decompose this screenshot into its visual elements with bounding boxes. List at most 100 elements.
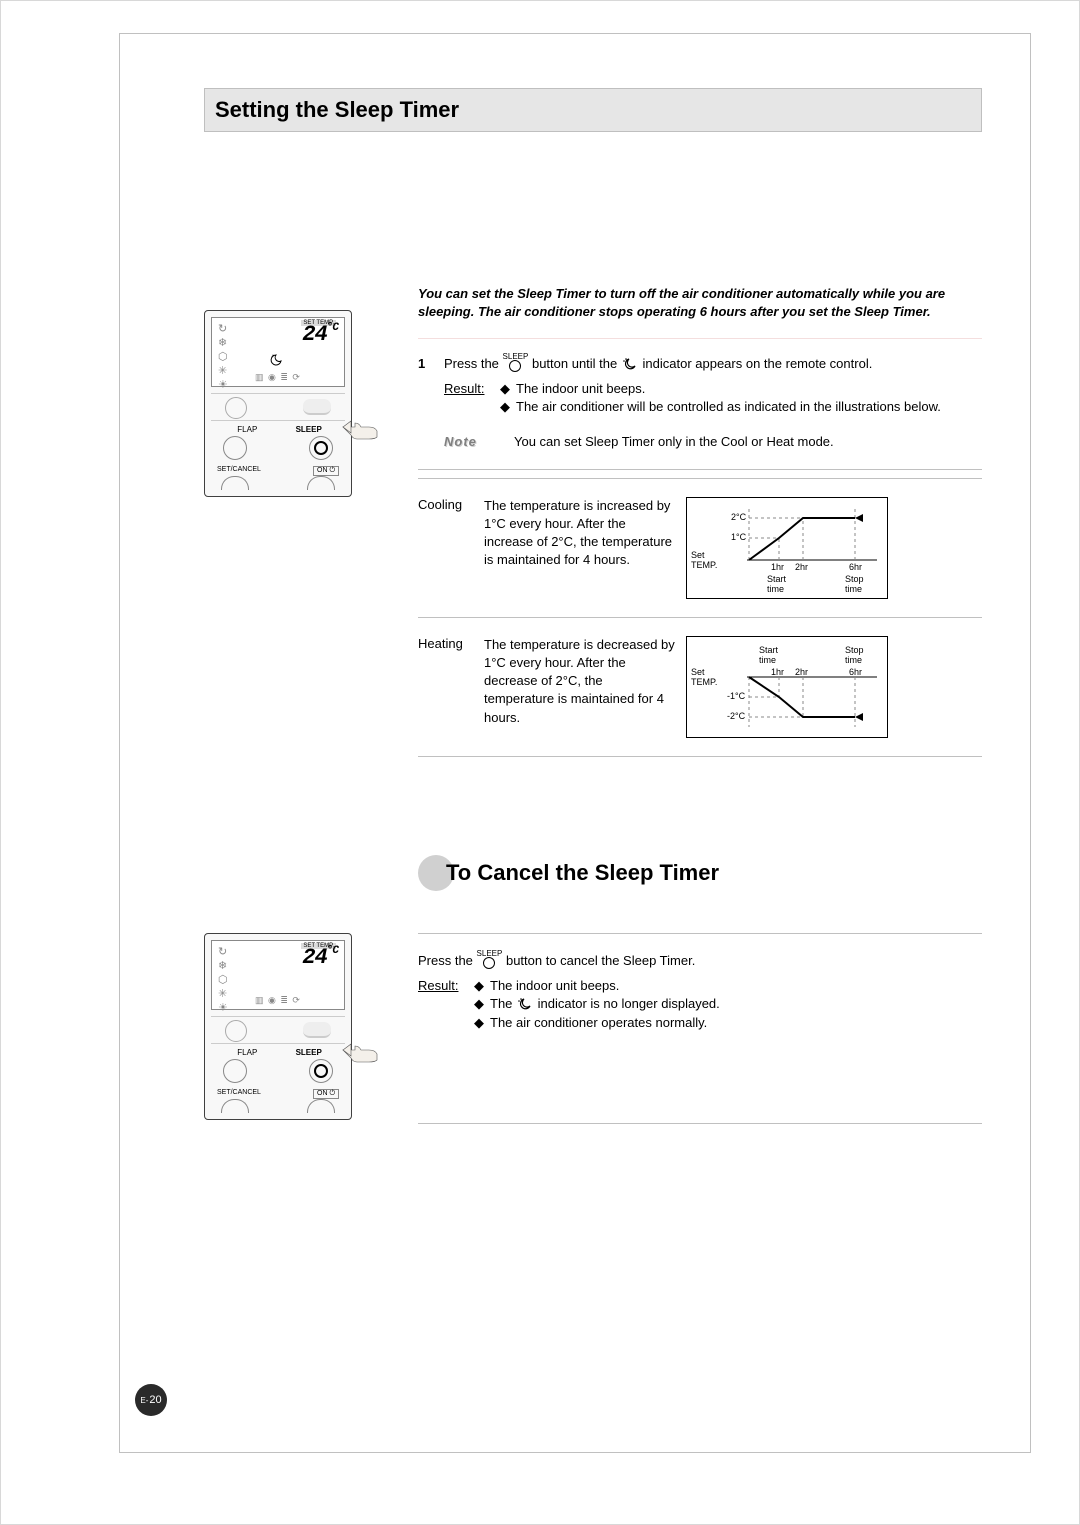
flap-button-icon <box>223 1059 247 1083</box>
cancel-text-a: Press the <box>418 953 473 968</box>
cooling-graph: Set TEMP. 2°C 1°C <box>686 497 888 599</box>
moon-indicator-icon <box>516 997 534 1016</box>
remote-control-illustration-2: SET TEMP. 24°C ↻ ❄ ⬡ ✳ ☀ ▥ ◉ ≣ ⟳ <box>204 933 352 1120</box>
graph-ytick: 2°C <box>731 512 747 522</box>
section1-body: SET TEMP. 24°C ↻ ❄ ⬡ ✳ ☀ <box>204 272 982 905</box>
section2-text-col: Press the SLEEP button to cancel the Sle… <box>418 933 982 1142</box>
result-bullet: ◆The indoor unit beeps. <box>500 380 982 398</box>
sleep-button-icon <box>309 436 333 460</box>
page-number-prefix: E- <box>140 1396 148 1405</box>
graph-ytick: 1°C <box>731 532 747 542</box>
dry-icon: ⬡ <box>218 975 228 986</box>
graph-xtick: 6hr <box>849 667 862 677</box>
b2a: The <box>490 996 512 1011</box>
note-label: Note <box>444 433 492 451</box>
sleep-inline-label: SLEEP <box>503 352 529 361</box>
lcd-temp-value: 24°C <box>302 322 338 347</box>
remote-lcd: SET TEMP. 24°C ↻ ❄ ⬡ ✳ ☀ <box>211 317 345 387</box>
step-number: 1 <box>418 355 432 451</box>
note-text: You can set Sleep Timer only in the Cool… <box>514 433 834 451</box>
setcancel-label: SET/CANCEL <box>217 1089 261 1099</box>
remote-bottom-arcs <box>211 476 345 490</box>
graph-xtick: 1hr <box>771 667 784 677</box>
graph-xtick: 2hr <box>795 562 808 572</box>
cancel-instruction: Press the SLEEP button to cancel the Sle… <box>418 952 982 1033</box>
section2-body: SET TEMP. 24°C ↻ ❄ ⬡ ✳ ☀ ▥ ◉ ≣ ⟳ <box>204 933 982 1142</box>
divider <box>418 338 982 339</box>
result-bullet-text: The air conditioner will be controlled a… <box>516 398 941 416</box>
graph-stop-label2: time <box>845 655 862 665</box>
flap-label: FLAP <box>219 425 276 434</box>
remote-pill-icon <box>303 1022 331 1038</box>
divider <box>418 469 982 470</box>
section-title: Setting the Sleep Timer <box>215 97 971 123</box>
cooling-desc: The temperature is increased by 1°C ever… <box>484 497 676 570</box>
heating-desc: The temperature is decreased by 1°C ever… <box>484 636 676 727</box>
remote-labels-row: FLAP SLEEP <box>211 425 345 434</box>
b2b: indicator is no longer displayed. <box>538 996 720 1011</box>
graph-ytick: -2°C <box>727 711 746 721</box>
intro-text: You can set the Sleep Timer to turn off … <box>418 285 982 320</box>
graph-ytick: -1°C <box>727 691 746 701</box>
lcd-swing-icons: ▥ ◉ ≣ ⟳ <box>255 995 301 1006</box>
graph-xtick: 6hr <box>849 562 862 572</box>
heating-block: Heating The temperature is decreased by … <box>418 636 982 738</box>
fan-icon: ✳ <box>218 989 228 1000</box>
lcd-temp-number: 24 <box>302 322 326 347</box>
remote-illustration-col: SET TEMP. 24°C ↻ ❄ ⬡ ✳ ☀ <box>204 272 374 905</box>
graph-y-axis-label: Set <box>691 550 705 560</box>
divider <box>418 933 982 934</box>
graph-start-label2: time <box>767 584 784 594</box>
heat-icon: ☀ <box>218 380 228 391</box>
step-text-c: indicator appears on the remote control. <box>643 356 873 371</box>
content-frame: Setting the Sleep Timer SET TEMP. 24°C ↻… <box>119 33 1031 1453</box>
divider <box>418 478 982 479</box>
remote-mid <box>211 393 345 421</box>
divider <box>418 1123 982 1124</box>
remote-illustration-col-2: SET TEMP. 24°C ↻ ❄ ⬡ ✳ ☀ ▥ ◉ ≣ ⟳ <box>204 933 374 1142</box>
result-bullet-text: The indicator is no longer displayed. <box>490 995 720 1014</box>
divider <box>418 756 982 757</box>
page-number: 20 <box>149 1394 161 1406</box>
sleep-inline-label: SLEEP <box>477 949 503 958</box>
fan-icon: ✳ <box>218 366 228 377</box>
arc-icon <box>307 476 335 490</box>
result-bullet-text: The air conditioner operates normally. <box>490 1014 707 1032</box>
step-text-b: button until the <box>532 356 617 371</box>
result-bullet-text: The indoor unit beeps. <box>490 977 619 995</box>
step-row: 1 Press the SLEEP button until the indic… <box>418 355 982 451</box>
result-bullet: ◆The air conditioner will be controlled … <box>500 398 982 416</box>
note-row: Note You can set Sleep Timer only in the… <box>444 433 982 451</box>
arc-icon <box>221 1099 249 1113</box>
finger-pointer-icon <box>341 417 381 443</box>
section-title-bar: Setting the Sleep Timer <box>204 88 982 132</box>
graph-start-label: Start <box>767 574 787 584</box>
cancel-text-b: button to cancel the Sleep Timer. <box>506 953 695 968</box>
on-label: ON ⏻ <box>313 466 339 476</box>
section2-title: To Cancel the Sleep Timer <box>446 860 719 886</box>
sleep-label: SLEEP <box>280 425 337 434</box>
lcd-temp-unit: °C <box>327 945 338 957</box>
remote-bottom-arcs <box>211 1099 345 1113</box>
graph-y-axis-label2: TEMP. <box>691 677 717 687</box>
graph-y-axis-label: Set <box>691 667 705 677</box>
result-bullet-text: The indoor unit beeps. <box>516 380 645 398</box>
remote-lcd: SET TEMP. 24°C ↻ ❄ ⬡ ✳ ☀ ▥ ◉ ≣ ⟳ <box>211 940 345 1010</box>
graph-stop-label: Stop <box>845 574 864 584</box>
graph-xtick: 1hr <box>771 562 784 572</box>
cancel-bullets: ◆The indoor unit beeps. ◆ The indicator … <box>474 977 982 1033</box>
step-body: Press the SLEEP button until the indicat… <box>444 355 982 451</box>
lcd-mode-icons: ↻ ❄ ⬡ ✳ ☀ <box>218 947 228 1014</box>
section2-title-row: To Cancel the Sleep Timer <box>418 855 982 891</box>
lcd-mode-icons: ↻ ❄ ⬡ ✳ ☀ <box>218 324 228 391</box>
finger-pointer-icon <box>341 1040 381 1066</box>
remote-dpad-icon <box>225 1020 247 1042</box>
arc-icon <box>221 476 249 490</box>
cancel-result-row: Result: ◆The indoor unit beeps. ◆ The in… <box>418 977 982 1033</box>
sleep-button-inline-icon: SLEEP <box>477 950 503 969</box>
dry-icon: ⬡ <box>218 352 228 363</box>
setcancel-label: SET/CANCEL <box>217 466 261 476</box>
graph-start-label2: time <box>759 655 776 665</box>
page-number-badge: E-20 <box>135 1384 167 1416</box>
auto-icon: ↻ <box>218 324 228 335</box>
